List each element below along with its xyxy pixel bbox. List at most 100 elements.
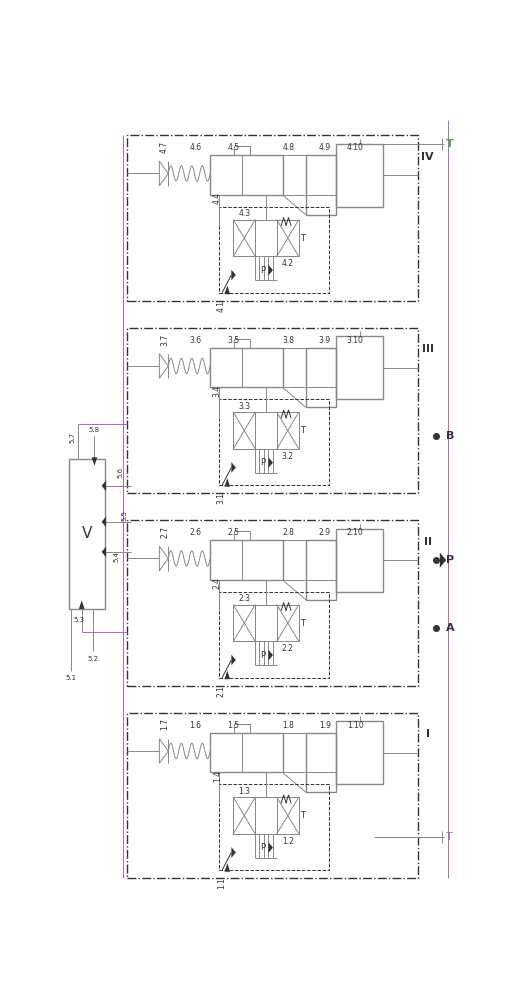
Text: 1.7: 1.7 — [160, 718, 169, 730]
Text: 5.1: 5.1 — [66, 675, 76, 681]
Bar — [234, 146, 250, 155]
Text: 4.6: 4.6 — [190, 143, 202, 152]
Text: III: III — [422, 344, 434, 354]
Text: 2.10: 2.10 — [347, 528, 363, 537]
Bar — [233, 220, 255, 256]
Polygon shape — [268, 265, 273, 275]
Polygon shape — [225, 286, 230, 294]
Text: 4.10: 4.10 — [347, 143, 363, 152]
Polygon shape — [79, 600, 85, 609]
Text: P: P — [446, 555, 454, 565]
Text: 5.4: 5.4 — [113, 551, 120, 562]
Text: 4.7: 4.7 — [160, 141, 169, 153]
Text: 2.6: 2.6 — [190, 528, 202, 537]
Bar — [306, 540, 336, 600]
Bar — [234, 339, 250, 348]
Text: I: I — [426, 729, 430, 739]
Bar — [277, 220, 298, 256]
Text: 1.9: 1.9 — [319, 721, 331, 730]
Text: II: II — [424, 537, 432, 547]
Text: 5.5: 5.5 — [122, 510, 127, 521]
Text: 1.5: 1.5 — [227, 721, 239, 730]
Text: 3.7: 3.7 — [160, 333, 169, 346]
Text: 1.8: 1.8 — [282, 721, 294, 730]
Bar — [219, 784, 329, 870]
Bar — [233, 412, 255, 449]
Polygon shape — [101, 547, 106, 557]
Text: 5.3: 5.3 — [74, 617, 85, 624]
Text: 4.8: 4.8 — [282, 143, 294, 152]
Polygon shape — [225, 478, 230, 487]
Text: 3.3: 3.3 — [238, 402, 250, 411]
Bar — [210, 155, 283, 195]
Polygon shape — [101, 480, 106, 491]
Text: B: B — [446, 431, 454, 441]
Text: 1.10: 1.10 — [347, 721, 363, 730]
Text: 3.1: 3.1 — [217, 492, 226, 504]
Bar — [306, 155, 336, 215]
Text: 1.3: 1.3 — [238, 787, 250, 796]
Text: 4.1: 4.1 — [217, 300, 226, 312]
Bar — [233, 605, 255, 641]
Text: T: T — [447, 832, 453, 842]
Bar — [210, 540, 283, 580]
Text: 4.3: 4.3 — [238, 209, 250, 218]
Polygon shape — [268, 842, 273, 853]
Polygon shape — [231, 462, 236, 473]
Text: 2.4: 2.4 — [213, 577, 222, 589]
Text: T: T — [300, 234, 305, 243]
Bar — [234, 724, 250, 733]
Bar — [127, 328, 418, 493]
Text: 2.5: 2.5 — [227, 528, 239, 537]
Text: 3.5: 3.5 — [227, 336, 239, 345]
Text: 1.1: 1.1 — [217, 877, 226, 889]
Polygon shape — [231, 270, 236, 280]
Bar — [336, 721, 383, 784]
Text: T: T — [300, 811, 305, 820]
Bar — [255, 220, 277, 256]
Bar — [127, 520, 418, 686]
Polygon shape — [92, 457, 97, 466]
Bar — [277, 797, 298, 834]
Text: 5.6: 5.6 — [118, 466, 124, 478]
Bar — [255, 797, 277, 834]
Text: P: P — [260, 458, 265, 467]
Bar — [233, 797, 255, 834]
Polygon shape — [440, 552, 446, 568]
Bar — [69, 459, 105, 609]
Text: 1.6: 1.6 — [190, 721, 202, 730]
Text: P: P — [260, 651, 265, 660]
Text: 3.4: 3.4 — [213, 385, 222, 397]
Bar — [336, 144, 383, 207]
Text: 1.4: 1.4 — [213, 770, 222, 782]
Bar — [219, 207, 329, 293]
Bar — [234, 531, 250, 540]
Polygon shape — [231, 847, 236, 858]
Text: A: A — [446, 623, 454, 633]
Bar — [306, 348, 336, 407]
Text: 4.4: 4.4 — [213, 192, 222, 204]
Bar — [127, 135, 418, 301]
Bar — [233, 605, 255, 641]
Text: 5.7: 5.7 — [70, 432, 75, 443]
Text: 3.9: 3.9 — [319, 336, 331, 345]
Text: 2.1: 2.1 — [217, 685, 226, 697]
Text: 4.2: 4.2 — [282, 259, 294, 268]
Text: 1.2: 1.2 — [282, 837, 294, 846]
Bar — [210, 348, 283, 387]
Text: 2.9: 2.9 — [319, 528, 331, 537]
Polygon shape — [268, 650, 273, 660]
Text: 2.8: 2.8 — [282, 528, 294, 537]
Polygon shape — [268, 457, 273, 468]
Text: 2.2: 2.2 — [282, 644, 294, 653]
Polygon shape — [225, 863, 230, 872]
Bar — [336, 529, 383, 592]
Text: 3.6: 3.6 — [190, 336, 202, 345]
Bar — [233, 412, 255, 449]
Polygon shape — [231, 655, 236, 665]
Text: 4.5: 4.5 — [227, 143, 239, 152]
Text: 4.9: 4.9 — [319, 143, 331, 152]
Text: P: P — [260, 843, 265, 852]
Text: 5.8: 5.8 — [89, 427, 100, 433]
Text: 3.8: 3.8 — [282, 336, 294, 345]
